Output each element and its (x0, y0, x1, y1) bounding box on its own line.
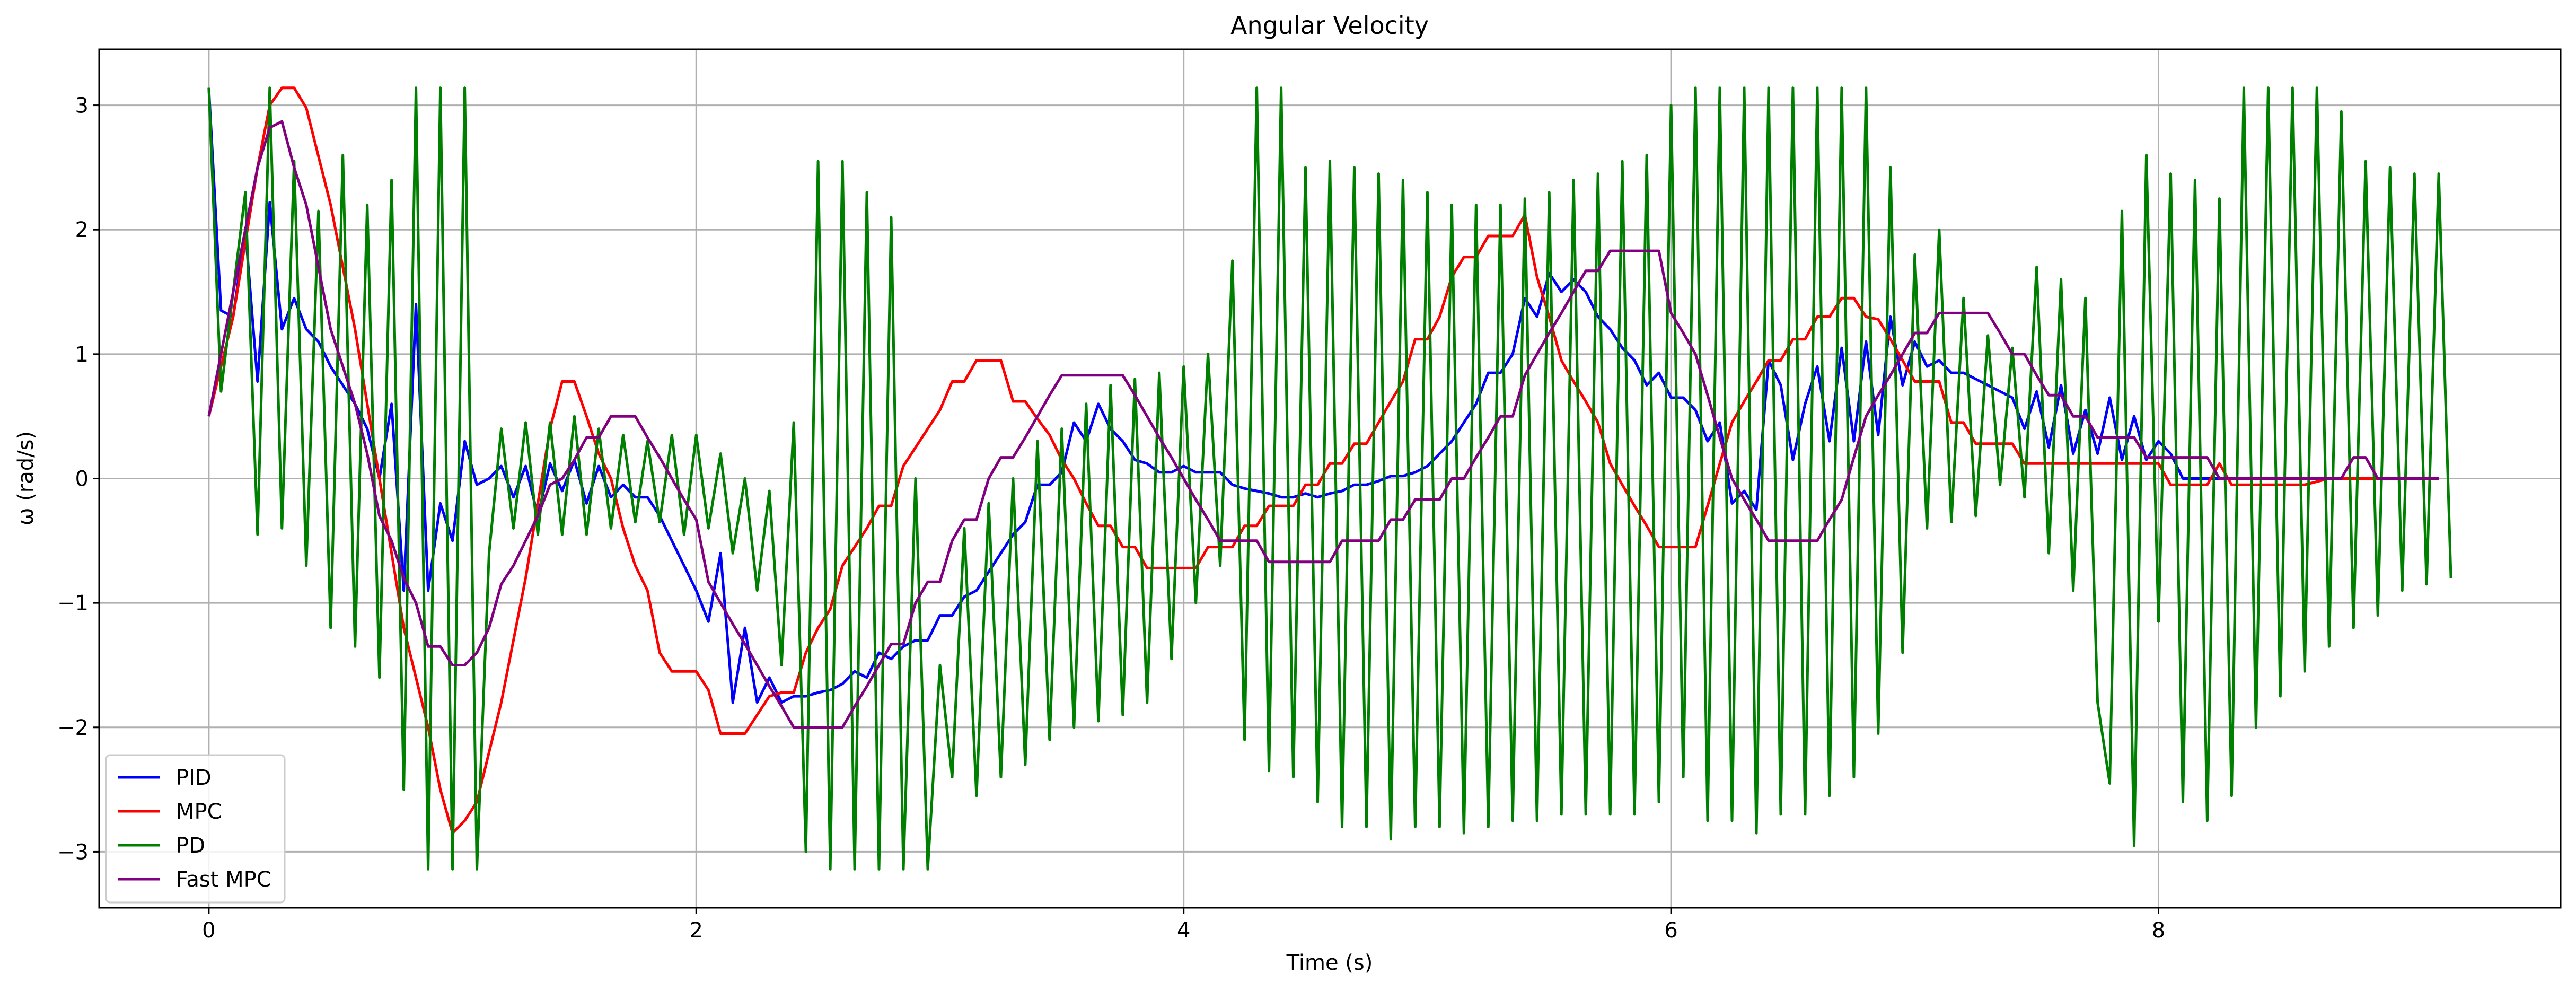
legend-label: PID (176, 766, 212, 790)
x-tick-label: 6 (1664, 918, 1677, 943)
legend-box (105, 754, 286, 904)
series-line-pid (207, 87, 2439, 704)
y-axis-label: ω (rad/s) (14, 431, 38, 525)
y-tick-label: −3 (57, 840, 89, 864)
y-tick-label: 2 (75, 218, 89, 242)
y-tick-label: −1 (57, 591, 89, 616)
series-line-fast-mpc (207, 120, 2439, 729)
series-line-pd (207, 86, 2452, 871)
axis-ticks: 0 2 4 6 8 −3 −2 −1 0 1 2 3 (57, 94, 2165, 943)
x-tick-label: 2 (690, 918, 703, 943)
legend-label: PD (176, 834, 205, 858)
x-axis-label: Time (s) (1286, 951, 1373, 975)
x-tick-label: 4 (1177, 918, 1190, 943)
y-tick-label: 0 (75, 467, 89, 492)
legend-label: MPC (176, 800, 222, 824)
y-tick-label: −2 (57, 716, 89, 740)
legend: PID MPC PD Fast MPC (105, 754, 286, 904)
y-tick-label: 3 (75, 94, 89, 118)
x-tick-label: 0 (202, 918, 215, 943)
chart-title: Angular Velocity (1230, 11, 1429, 40)
y-tick-label: 1 (75, 343, 89, 367)
series-lines (207, 86, 2452, 871)
legend-label: Fast MPC (176, 867, 271, 892)
x-tick-label: 8 (2152, 918, 2165, 943)
